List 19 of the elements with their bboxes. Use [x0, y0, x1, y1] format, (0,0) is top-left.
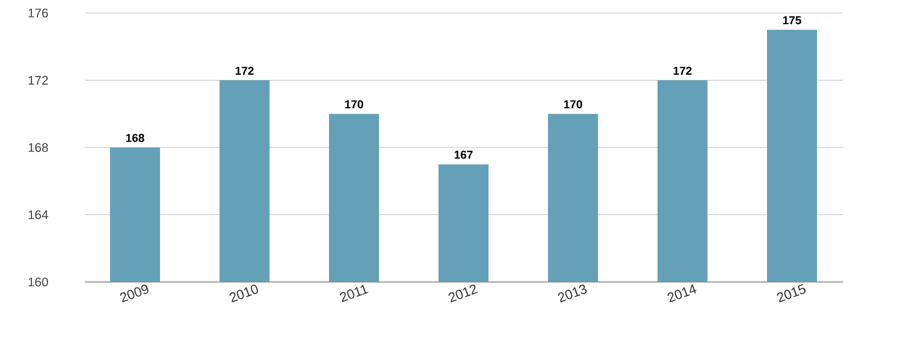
x-tick-label: 2012: [448, 284, 478, 302]
data-label: 172: [236, 66, 254, 75]
x-tick-label: 2010: [230, 284, 258, 302]
data-label: 170: [345, 100, 364, 108]
y-tick-label: 164: [28, 210, 48, 220]
x-tick-label: 2009: [120, 284, 148, 302]
x-tick-label: 2015: [777, 284, 806, 302]
y-tick-label: 172: [28, 76, 48, 85]
data-label: 170: [564, 100, 582, 108]
data-label: 168: [126, 134, 144, 142]
x-tick-label: 2013: [558, 284, 587, 302]
data-label: 167: [454, 150, 473, 159]
data-label: 175: [783, 16, 802, 24]
y-tick-label: 160: [28, 278, 48, 286]
x-tick-label: 2011: [340, 284, 368, 302]
y-tick-label: 168: [28, 143, 48, 152]
y-tick-label: 176: [28, 8, 48, 18]
data-label: 172: [674, 66, 692, 75]
x-tick-label: 2014: [668, 284, 696, 302]
